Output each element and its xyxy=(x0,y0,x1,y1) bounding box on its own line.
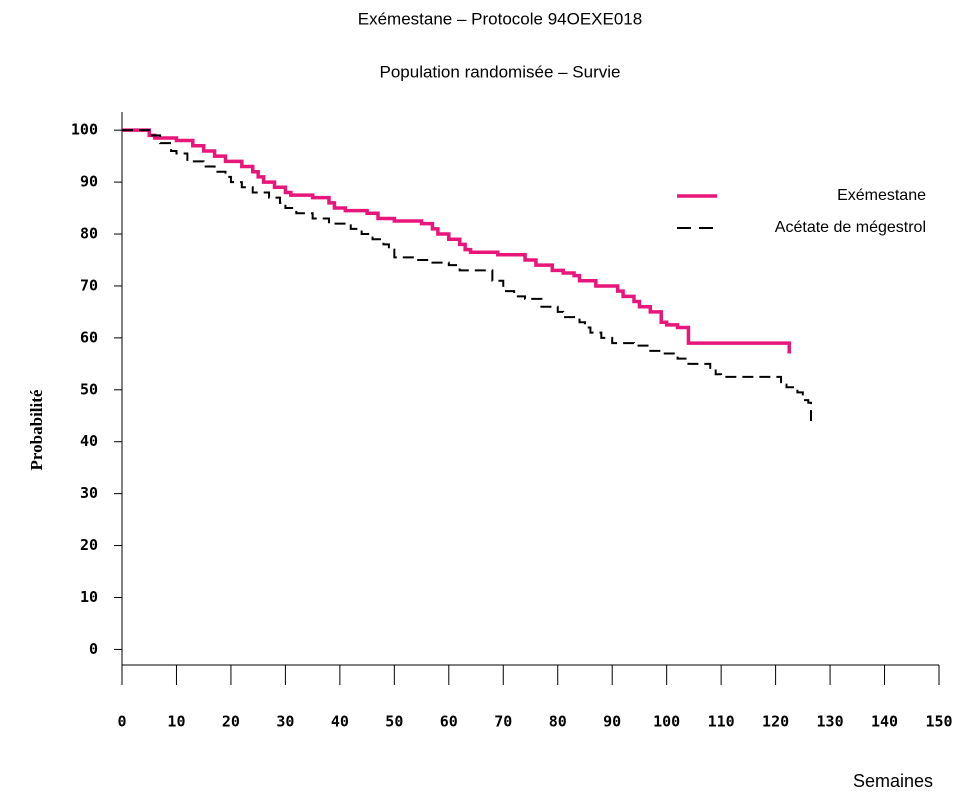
x-tick-label: 150 xyxy=(925,713,952,731)
x-tick-label: 70 xyxy=(494,713,512,731)
y-tick-label: 40 xyxy=(80,432,98,450)
y-tick-label: 10 xyxy=(80,588,98,606)
chart-title: Exémestane – Protocole 94OEXE018 xyxy=(358,9,642,28)
x-tick-label: 130 xyxy=(817,713,844,731)
y-tick-label: 70 xyxy=(80,276,98,294)
chart-subtitle: Population randomisée – Survie xyxy=(380,62,621,81)
x-axis-label: Semaines xyxy=(853,771,933,791)
x-tick-label: 90 xyxy=(603,713,621,731)
survival-curve xyxy=(122,129,813,421)
legend-label: Exémestane xyxy=(837,187,926,204)
x-tick-label: 60 xyxy=(440,713,458,731)
y-tick-label: 30 xyxy=(80,484,98,502)
x-tick-label: 120 xyxy=(762,713,789,731)
y-tick-label: 0 xyxy=(89,640,98,658)
x-tick-label: 0 xyxy=(117,713,126,731)
x-tick-label: 30 xyxy=(276,713,294,731)
y-tick-label: 20 xyxy=(80,536,98,554)
x-tick-label: 140 xyxy=(871,713,898,731)
x-tick-label: 10 xyxy=(167,713,185,731)
y-tick-label: 80 xyxy=(80,225,98,243)
y-tick-label: 100 xyxy=(71,121,98,139)
y-tick-label: 50 xyxy=(80,380,98,398)
x-tick-label: 20 xyxy=(222,713,240,731)
x-tick-label: 80 xyxy=(549,713,567,731)
x-tick-label: 110 xyxy=(708,713,735,731)
x-tick-label: 100 xyxy=(653,713,680,731)
legend-label: Acétate de mégestrol xyxy=(775,219,926,236)
y-tick-label: 90 xyxy=(80,173,98,191)
y-axis-label: Probabilité xyxy=(27,389,46,470)
survival-curve xyxy=(122,128,791,354)
y-tick-label: 60 xyxy=(80,328,98,346)
x-tick-label: 40 xyxy=(331,713,349,731)
x-tick-label: 50 xyxy=(385,713,403,731)
